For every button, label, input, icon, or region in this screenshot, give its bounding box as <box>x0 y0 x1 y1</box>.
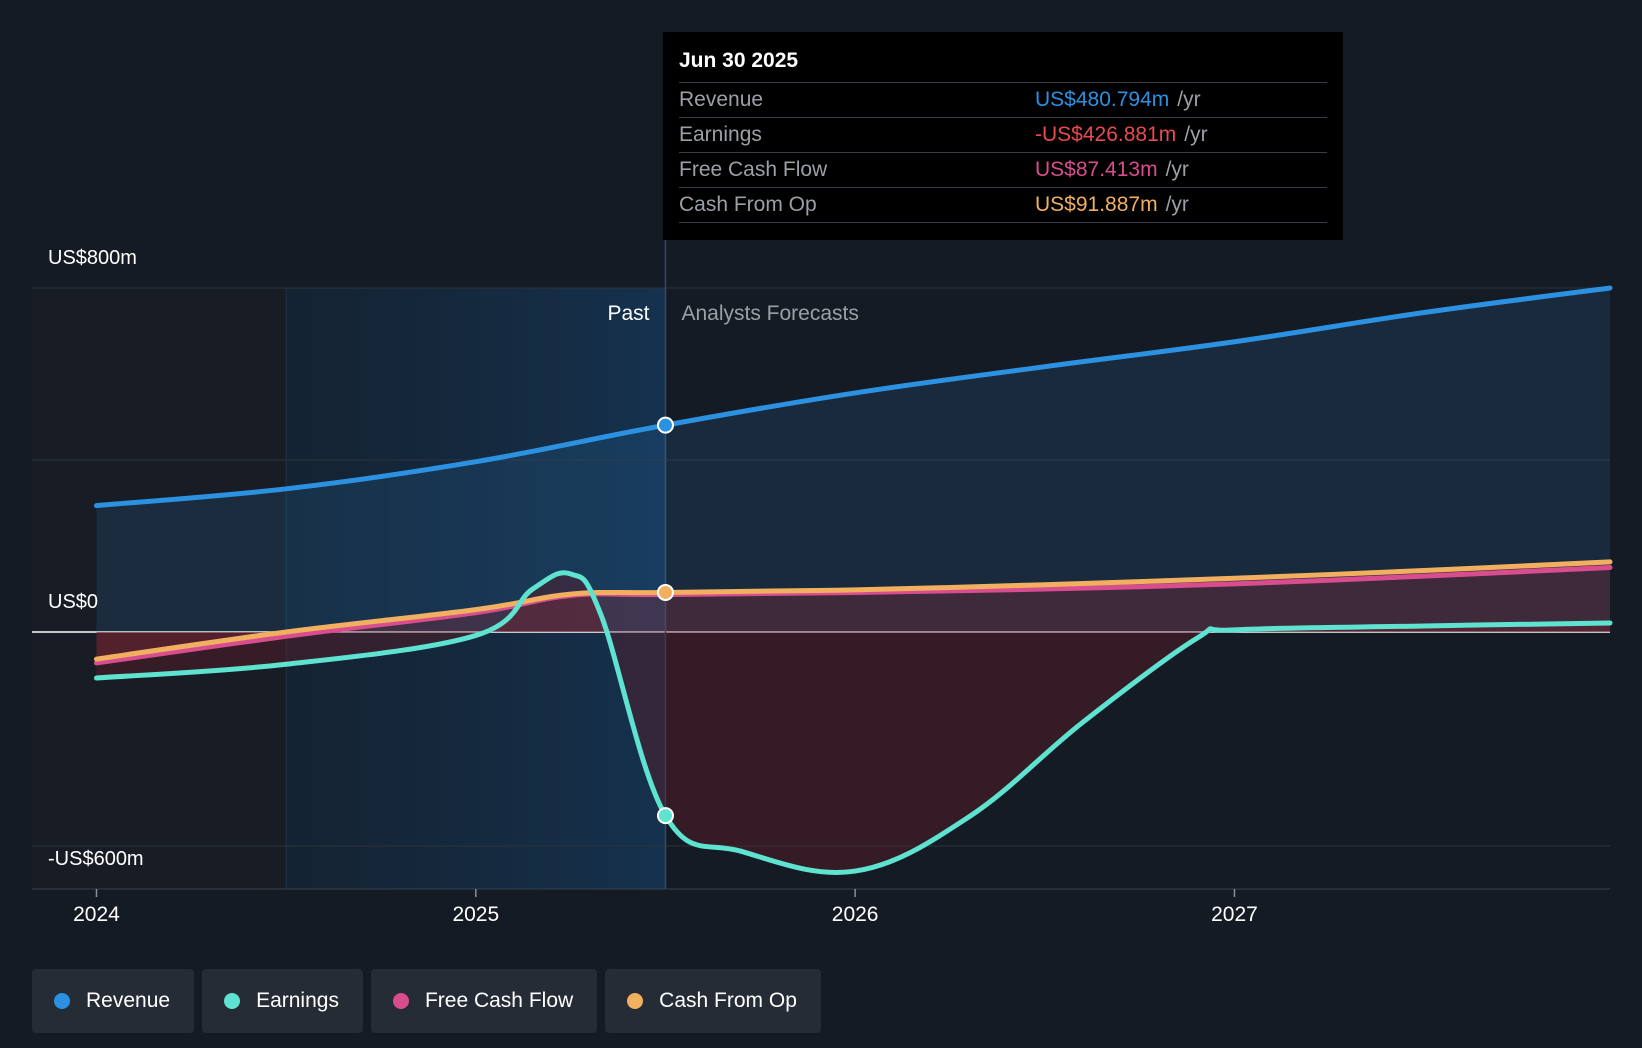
tooltip-row-unit: /yr <box>1165 158 1189 181</box>
tooltip-row-name: Cash From Op <box>679 193 817 216</box>
x-tick-label: 2026 <box>832 903 879 926</box>
y-axis-label: US$800m <box>48 247 137 269</box>
tooltip-row-name: Earnings <box>679 123 762 146</box>
cash-from-op-marker <box>656 583 674 601</box>
tooltip-row-revenue: Revenue US$480.794m /yr <box>679 83 1327 118</box>
tooltip-row-unit: /yr <box>1165 193 1189 216</box>
x-tick-label: 2024 <box>73 903 120 926</box>
tooltip-row-value: US$87.413m <box>1035 158 1158 181</box>
cash-from-op-line <box>93 559 1613 662</box>
tooltip-date: Jun 30 2025 <box>679 46 1327 83</box>
legend-dot-icon <box>392 993 409 1009</box>
tooltip-row-free-cash-flow: Free Cash Flow US$87.413m /yr <box>679 153 1327 188</box>
legend-item-revenue[interactable]: Revenue <box>32 969 195 1033</box>
legend-dot-icon <box>54 993 70 1009</box>
tooltip-row-name: Revenue <box>679 88 764 111</box>
legend-dot-icon <box>627 993 644 1009</box>
legend-label: Free Cash Flow <box>424 989 574 1012</box>
legend-item-free-cash-flow[interactable]: Free Cash Flow <box>370 969 598 1033</box>
legend-item-earnings[interactable]: Earnings <box>202 969 363 1033</box>
tooltip-row-value: -US$426.881m <box>1035 123 1177 146</box>
y-axis-label: -US$600m <box>48 848 144 870</box>
tooltip-row-cash-from-op: Cash From Op US$91.887m /yr <box>679 188 1327 223</box>
highlight-region <box>286 288 666 889</box>
forecast-label: Analysts Forecasts <box>681 302 858 325</box>
legend-label: Cash From Op <box>659 989 797 1012</box>
earnings-area <box>96 572 1610 873</box>
tooltip-row-value: US$480.794m <box>1035 88 1170 111</box>
tooltip-row-unit: /yr <box>1177 88 1201 111</box>
tooltip: Jun 30 2025 Revenue US$480.794m /yr Earn… <box>663 32 1343 240</box>
x-tick-label: 2027 <box>1211 903 1258 926</box>
legend: Revenue Earnings Free Cash Flow Cash Fro… <box>32 969 821 1033</box>
revenue-area <box>96 288 1610 632</box>
tooltip-row-value: US$91.887m <box>1035 193 1158 216</box>
earnings-marker <box>656 807 674 825</box>
legend-label: Earnings <box>256 989 339 1012</box>
x-tick-label: 2025 <box>452 903 499 926</box>
past-region-bg <box>32 288 287 889</box>
past-label: Past <box>607 302 649 325</box>
revenue-line <box>93 285 1613 509</box>
legend-label: Revenue <box>86 989 171 1012</box>
y-axis-label: US$0 <box>48 591 98 613</box>
legend-item-cash-from-op[interactable]: Cash From Op <box>605 969 821 1033</box>
tooltip-row-earnings: Earnings -US$426.881m /yr <box>679 118 1327 153</box>
tooltip-row-name: Free Cash Flow <box>679 158 828 181</box>
legend-dot-icon <box>224 993 241 1009</box>
revenue-marker <box>656 416 674 434</box>
earnings-line <box>93 570 1613 875</box>
tooltip-row-unit: /yr <box>1184 123 1208 146</box>
